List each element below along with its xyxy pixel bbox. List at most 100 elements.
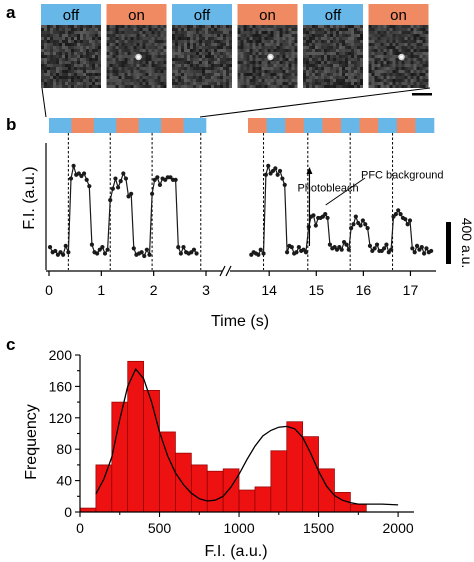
zoom-line-right xyxy=(199,87,431,118)
axis-break-mark xyxy=(219,265,226,277)
trace-point xyxy=(266,163,271,168)
state-band-on xyxy=(116,118,140,133)
trace-point xyxy=(152,177,157,182)
trace-point xyxy=(47,245,53,250)
trace-point xyxy=(275,172,280,177)
trace-point xyxy=(367,243,373,248)
trace-point xyxy=(353,214,358,219)
trace-point xyxy=(344,242,349,247)
trace-point xyxy=(76,171,81,176)
y-tick-label: 0 xyxy=(64,504,72,520)
intensity-scale-label: 400 a.u. xyxy=(459,218,474,269)
state-band-on xyxy=(285,118,305,133)
trace-point xyxy=(147,252,152,257)
x-tick-label: 0 xyxy=(45,282,53,298)
frame-image xyxy=(172,25,232,88)
fluorescent-spot-core xyxy=(269,55,272,59)
frame-label-bg xyxy=(41,4,101,25)
trace-point xyxy=(311,213,316,218)
trace-point xyxy=(303,250,309,255)
trace-x-label: Time (s) xyxy=(211,313,269,330)
state-band-off xyxy=(49,118,72,133)
trace-point xyxy=(194,251,199,256)
state-band-on xyxy=(396,118,416,133)
histogram-bar xyxy=(238,489,256,513)
state-band-on xyxy=(359,118,379,133)
trace-point xyxy=(176,245,181,250)
state-band-off xyxy=(138,118,162,133)
x-tick-label: 2 xyxy=(150,282,158,298)
trace-point xyxy=(105,247,110,252)
trace-point xyxy=(110,186,115,191)
histogram-bar xyxy=(175,452,192,513)
panel-letter-c: c xyxy=(6,335,15,354)
trace-point xyxy=(256,252,261,257)
frame-1: off xyxy=(41,4,101,88)
state-band-off xyxy=(93,118,117,133)
trace-point xyxy=(71,163,76,168)
trace-point xyxy=(323,212,328,217)
frame-image xyxy=(41,25,101,88)
trace-point xyxy=(53,248,58,254)
trace-point xyxy=(351,222,356,227)
x-tick-label: 15 xyxy=(308,282,324,298)
state-band-on xyxy=(248,118,267,133)
trace-point xyxy=(277,168,283,174)
trace-point xyxy=(55,252,60,257)
trace-point xyxy=(422,251,427,256)
histogram-bar xyxy=(143,389,160,513)
fluorescent-spot-core xyxy=(400,55,403,59)
frame-label-bg xyxy=(368,4,429,25)
trace-point xyxy=(407,218,413,223)
frame-label-bg xyxy=(303,4,363,25)
trace-point xyxy=(115,185,121,190)
x-tick-label: 14 xyxy=(261,282,277,298)
frame-5: off xyxy=(303,4,363,88)
trace-point xyxy=(372,246,377,251)
trace-point xyxy=(108,198,113,203)
frame-label: off xyxy=(63,7,80,24)
trace-point xyxy=(95,251,100,256)
histogram-bar xyxy=(254,486,272,513)
frame-6: on xyxy=(368,4,429,88)
x-tick-label: 17 xyxy=(403,282,419,298)
x-tick-label: 0 xyxy=(76,520,84,536)
trace-point xyxy=(113,176,118,181)
trace-point xyxy=(121,171,126,176)
x-tick-label: 500 xyxy=(148,520,172,536)
x-tick-label: 1000 xyxy=(223,520,254,536)
frame-3: off xyxy=(172,4,232,88)
histogram-bar xyxy=(206,470,224,513)
frame-label: off xyxy=(194,7,211,24)
y-tick-label: 200 xyxy=(49,347,73,363)
trace-point xyxy=(325,215,330,221)
frame-label: off xyxy=(325,7,342,24)
trace-point xyxy=(181,245,186,250)
trace-point xyxy=(102,251,108,256)
trace-point xyxy=(346,247,351,252)
trace-point xyxy=(68,176,74,181)
trace-point xyxy=(89,242,95,247)
trace-point xyxy=(284,250,290,255)
intensity-scale-bar xyxy=(446,222,451,264)
state-band-on xyxy=(161,118,184,133)
histogram-bar xyxy=(222,468,240,513)
trace-point xyxy=(168,175,173,180)
trace-point xyxy=(189,250,194,255)
frame-image xyxy=(237,25,298,88)
trace-point xyxy=(142,253,147,259)
trace-point xyxy=(374,242,380,247)
trace-point xyxy=(313,223,318,228)
trace-point xyxy=(149,191,155,196)
trace-point xyxy=(398,212,403,217)
histogram-bar xyxy=(127,360,144,513)
state-band-on xyxy=(71,118,95,133)
state-band-on xyxy=(322,118,342,133)
trace-point xyxy=(97,247,102,252)
trace-point xyxy=(393,212,398,217)
trace-point xyxy=(306,224,311,229)
trace-point xyxy=(273,166,278,171)
trace-point xyxy=(61,252,66,257)
trace-point xyxy=(261,251,266,256)
